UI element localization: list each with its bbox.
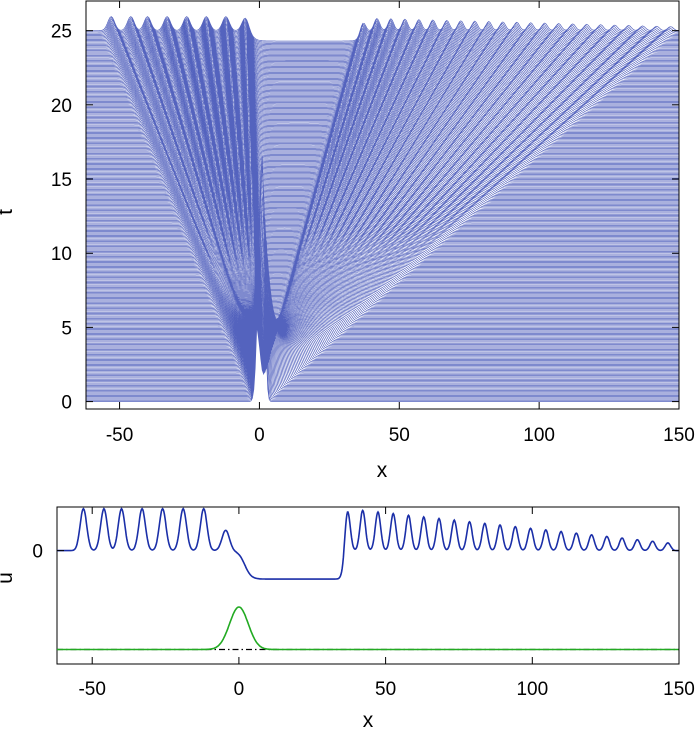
bottom-x-tick-label: -50 bbox=[78, 679, 105, 700]
bottom-y-ticks: 0 bbox=[32, 542, 679, 563]
top-y-tick-label: 15 bbox=[51, 170, 72, 191]
top-x-tick-label: 100 bbox=[523, 425, 555, 446]
bottom-x-tick-label: 0 bbox=[234, 679, 245, 700]
top-x-axis-label: x bbox=[377, 459, 388, 482]
top-x-tick-label: 150 bbox=[663, 425, 695, 446]
top-x-tick-label: 0 bbox=[254, 425, 265, 446]
gaussian-line bbox=[57, 606, 679, 651]
top-y-tick-label: 0 bbox=[61, 393, 72, 414]
profile-series bbox=[57, 507, 679, 651]
bottom-y-tick-label: 0 bbox=[32, 542, 43, 563]
waterfall-traces bbox=[86, 1, 679, 409]
top-y-ticks: 0 5 10 15 20 25 bbox=[51, 22, 679, 414]
profile-panel: -50 0 50 100 150 0 x u bbox=[0, 506, 695, 731]
waterfall-trace-lines bbox=[86, 16, 679, 402]
bottom-x-tick-label: 150 bbox=[663, 679, 695, 700]
top-y-tick-label: 20 bbox=[51, 96, 72, 117]
top-y-axis-label: t bbox=[0, 209, 17, 215]
bottom-plot-frame bbox=[56, 506, 680, 665]
bottom-y-axis-label: u bbox=[0, 572, 17, 584]
top-y-tick-label: 5 bbox=[61, 318, 72, 339]
top-x-tick-label: 50 bbox=[389, 425, 410, 446]
waterfall-panel: -50 0 50 100 150 0 5 10 15 20 25 x t bbox=[0, 0, 695, 482]
u-profile-line bbox=[57, 507, 679, 580]
top-y-tick-label: 25 bbox=[51, 22, 72, 43]
top-y-tick-label: 10 bbox=[51, 244, 72, 265]
bottom-x-ticks: -50 0 50 100 150 bbox=[78, 507, 695, 700]
top-x-ticks: -50 0 50 100 150 bbox=[106, 1, 695, 446]
bottom-x-tick-label: 100 bbox=[516, 679, 548, 700]
bottom-x-tick-label: 50 bbox=[375, 679, 396, 700]
bottom-x-axis-label: x bbox=[363, 709, 374, 731]
top-plot-frame bbox=[85, 0, 680, 410]
top-x-tick-label: -50 bbox=[106, 425, 133, 446]
